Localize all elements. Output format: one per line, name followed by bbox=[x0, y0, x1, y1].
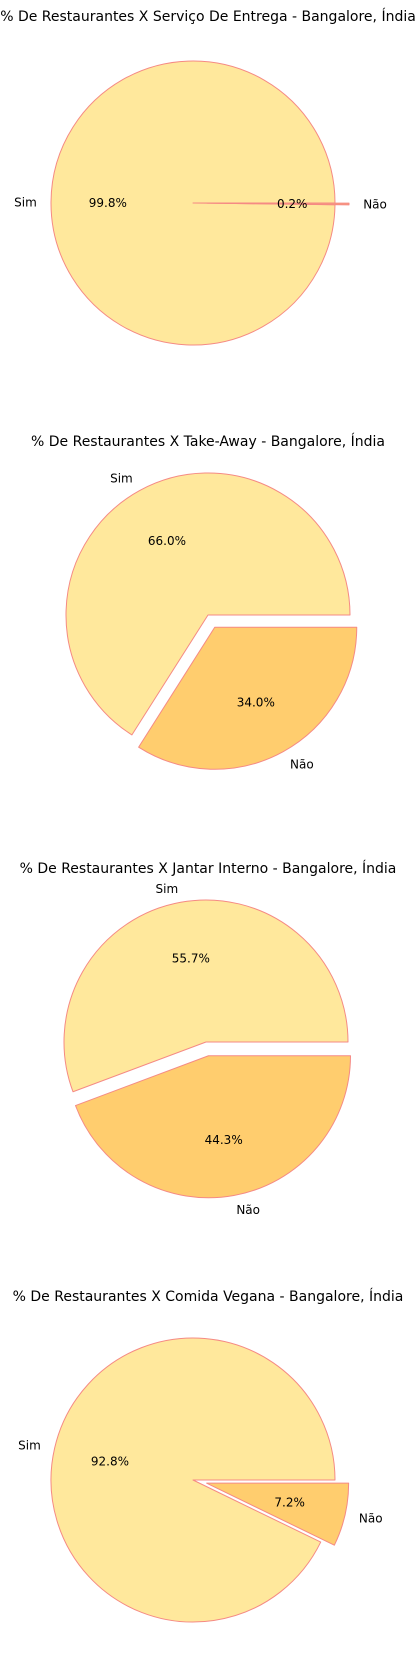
slice-label: Sim bbox=[110, 472, 133, 486]
pie-chart-4: % De Restaurantes X Comida Vegana - Bang… bbox=[13, 1288, 404, 1623]
chart-title: % De Restaurantes X Jantar Interno - Ban… bbox=[20, 860, 397, 877]
pie-slice-sim bbox=[50, 60, 336, 346]
slice-label: Não bbox=[236, 1203, 260, 1217]
slice-percent-label: 55.7% bbox=[172, 952, 210, 966]
pie-slice-no bbox=[75, 1055, 351, 1199]
slice-label: Sim bbox=[156, 882, 179, 896]
pie-slice-sim bbox=[63, 899, 349, 1093]
pie-chart-2: % De Restaurantes X Take-Away - Bangalor… bbox=[31, 433, 385, 772]
chart-title: % De Restaurantes X Serviço De Entrega -… bbox=[0, 8, 416, 25]
slice-percent-label: 99.8% bbox=[89, 196, 127, 210]
pie-slice-no bbox=[206, 1482, 350, 1546]
slice-label: Sim bbox=[18, 1438, 41, 1452]
pie-slice-sim bbox=[50, 1337, 336, 1623]
slice-label: Não bbox=[290, 758, 314, 772]
slice-percent-label: 44.3% bbox=[205, 1133, 243, 1147]
pie-chart-3: % De Restaurantes X Jantar Interno - Ban… bbox=[20, 860, 397, 1217]
slice-percent-label: 7.2% bbox=[274, 1496, 305, 1510]
slice-label: Não bbox=[359, 1512, 383, 1526]
slice-percent-label: 34.0% bbox=[237, 695, 275, 709]
slice-label: Sim bbox=[14, 196, 37, 210]
chart-title: % De Restaurantes X Comida Vegana - Bang… bbox=[13, 1288, 404, 1305]
pie-slice-no bbox=[206, 202, 350, 206]
slice-percent-label: 66.0% bbox=[148, 534, 186, 548]
pie-slice-sim bbox=[65, 472, 351, 736]
slice-label: Não bbox=[363, 198, 387, 212]
pie-chart-1: % De Restaurantes X Serviço De Entrega -… bbox=[0, 8, 416, 346]
slice-percent-label: 92.8% bbox=[91, 1454, 129, 1468]
slice-percent-label: 0.2% bbox=[277, 197, 308, 211]
chart-title: % De Restaurantes X Take-Away - Bangalor… bbox=[31, 433, 385, 450]
pie-slice-no bbox=[138, 626, 358, 770]
